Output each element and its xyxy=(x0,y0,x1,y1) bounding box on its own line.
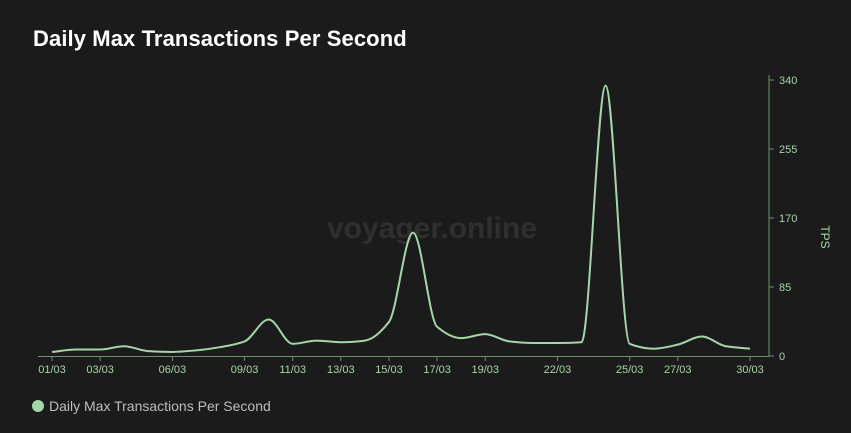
y-axis-ticks: 0 85 170 255 340 xyxy=(769,75,797,363)
legend-label: Daily Max Transactions Per Second xyxy=(49,398,271,414)
x-tick-label: 19/03 xyxy=(471,364,499,376)
x-tick-label: 22/03 xyxy=(544,364,572,376)
watermark: voyager.online xyxy=(327,212,537,245)
y-tick-label: 0 xyxy=(779,351,785,363)
x-tick-label: 01/03 xyxy=(38,364,66,376)
x-tick-label: 30/03 xyxy=(736,364,764,376)
x-tick-label: 11/03 xyxy=(279,364,306,376)
series-line xyxy=(51,84,751,353)
x-tick-label: 09/03 xyxy=(231,364,259,376)
x-tick-label: 17/03 xyxy=(423,364,451,376)
x-tick-label: 06/03 xyxy=(159,364,187,376)
legend[interactable]: Daily Max Transactions Per Second xyxy=(32,398,271,414)
x-tick-label: 13/03 xyxy=(327,364,355,376)
legend-marker xyxy=(32,400,44,412)
y-tick-label: 85 xyxy=(779,282,791,294)
y-axis-label: TPS xyxy=(818,225,832,248)
y-tick-label: 170 xyxy=(779,213,797,225)
x-axis-ticks: 01/03 03/03 06/03 09/03 11/03 13/03 15/03 17/03… xyxy=(38,356,764,376)
x-tick-label: 15/03 xyxy=(375,364,403,376)
chart-title: Daily Max Transactions Per Second xyxy=(33,26,407,51)
y-tick-label: 340 xyxy=(779,75,797,87)
x-tick-label: 27/03 xyxy=(664,364,692,376)
y-tick-label: 255 xyxy=(779,144,797,156)
x-tick-label: 03/03 xyxy=(86,364,114,376)
x-tick-label: 25/03 xyxy=(616,364,644,376)
